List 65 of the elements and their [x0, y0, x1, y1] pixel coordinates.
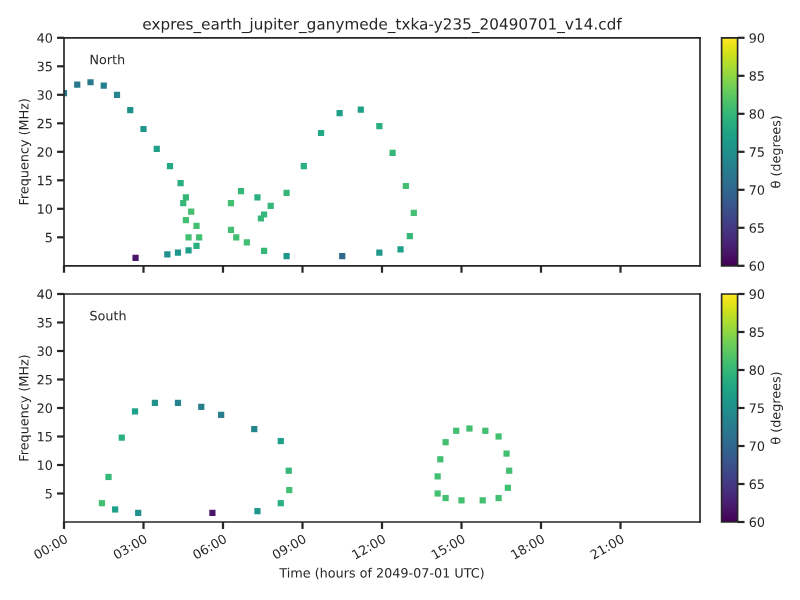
- point: [185, 247, 192, 254]
- point: [193, 222, 200, 230]
- point: [503, 450, 510, 457]
- point: [118, 434, 125, 441]
- point: [482, 427, 489, 434]
- point: [113, 91, 121, 98]
- point: [434, 473, 441, 480]
- point: [442, 494, 449, 502]
- point: [166, 162, 174, 170]
- point: [135, 509, 142, 516]
- point: [251, 425, 258, 433]
- point: [504, 484, 511, 491]
- point: [74, 81, 81, 88]
- point: [357, 106, 364, 113]
- point: [285, 467, 292, 474]
- point: [434, 490, 441, 497]
- point: [277, 500, 284, 507]
- point: [140, 125, 147, 133]
- point: [406, 233, 413, 240]
- point: [376, 123, 383, 130]
- point: [209, 509, 216, 516]
- point: [442, 439, 449, 446]
- point: [182, 217, 190, 224]
- point: [153, 145, 160, 153]
- point: [198, 403, 205, 410]
- point: [254, 508, 261, 515]
- point: [506, 467, 513, 474]
- point: [188, 208, 195, 215]
- point: [453, 427, 460, 434]
- point: [479, 497, 486, 504]
- point: [389, 149, 396, 157]
- point: [132, 254, 139, 261]
- point: [317, 129, 325, 137]
- point: [267, 202, 274, 210]
- point: [218, 411, 225, 418]
- point: [397, 246, 404, 253]
- point: [495, 494, 502, 502]
- point: [100, 82, 107, 89]
- point: [127, 107, 134, 114]
- point: [185, 234, 192, 241]
- point: [164, 251, 171, 258]
- point: [196, 234, 203, 241]
- point: [376, 249, 383, 256]
- point: [300, 162, 307, 170]
- point: [151, 399, 158, 406]
- point: [339, 253, 346, 260]
- point: [466, 425, 473, 432]
- point: [105, 473, 112, 481]
- point: [131, 408, 139, 415]
- point: [237, 188, 245, 195]
- point: [254, 194, 261, 201]
- point: [174, 249, 182, 256]
- point: [283, 253, 290, 260]
- point: [174, 399, 182, 406]
- point: [277, 437, 284, 445]
- point: [283, 189, 290, 196]
- point: [87, 79, 94, 86]
- point: [112, 506, 119, 513]
- point: [437, 456, 444, 463]
- point: [458, 497, 465, 504]
- point: [177, 180, 184, 187]
- point: [193, 242, 200, 249]
- point: [495, 433, 502, 440]
- point: [336, 109, 343, 117]
- point: [260, 247, 268, 255]
